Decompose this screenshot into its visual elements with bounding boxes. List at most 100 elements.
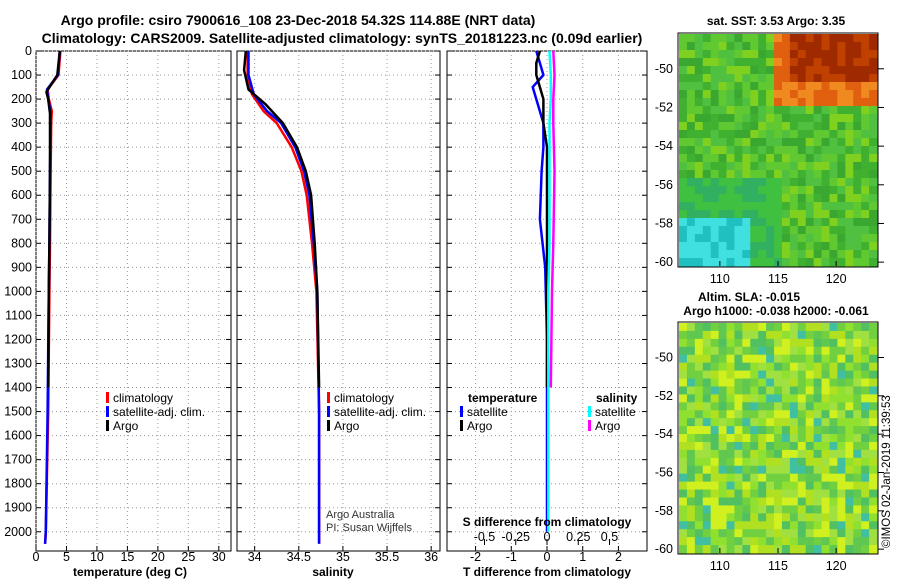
map-cell: [686, 114, 696, 123]
map-cell: [750, 370, 759, 380]
map-cell: [829, 449, 838, 459]
map-cell: [869, 90, 878, 99]
map-cell: [679, 481, 688, 491]
map-cell: [789, 250, 799, 259]
difference-xlabel: T difference from climatology: [463, 565, 631, 579]
map-cell: [734, 402, 743, 411]
x-tick-label: 35.5: [375, 550, 399, 564]
map-cell: [869, 370, 878, 380]
map-y-tick-label: -58: [655, 504, 673, 518]
map-cell: [781, 98, 791, 107]
map-cell: [837, 130, 846, 139]
map-cell: [758, 537, 767, 546]
map-cell: [726, 210, 736, 219]
map-cell: [758, 545, 767, 554]
map-cell: [742, 98, 751, 107]
map-cell: [813, 505, 823, 514]
map-cell: [734, 186, 743, 195]
x-tick-label: 34: [248, 550, 262, 564]
map-cell: [797, 441, 807, 451]
map-cell: [829, 545, 838, 554]
map-cell: [829, 250, 838, 259]
map-cell: [718, 98, 728, 107]
map-cell: [797, 194, 807, 203]
map-cell: [686, 106, 696, 115]
map-cell: [710, 441, 720, 451]
map-cell: [750, 202, 759, 211]
map-cell: [821, 194, 831, 203]
map-cell: [845, 465, 854, 475]
map-cell: [781, 122, 791, 131]
map-cell: [821, 98, 831, 107]
map-cell: [789, 545, 799, 554]
map-cell: [742, 122, 751, 131]
map-cell: [679, 386, 688, 395]
map-cell: [789, 386, 799, 395]
map-cell: [861, 218, 870, 227]
map-cell: [710, 218, 720, 227]
map-cell: [845, 426, 854, 435]
map-cell: [758, 449, 767, 459]
map-cell: [829, 441, 838, 451]
map-cell: [734, 218, 743, 227]
map-cell: [821, 74, 831, 83]
map-cell: [861, 497, 870, 507]
map-cell: [861, 50, 870, 59]
map-cell: [821, 330, 831, 340]
map-cell: [742, 250, 751, 259]
map-cell: [766, 394, 775, 403]
map-cell: [686, 378, 696, 388]
map-cell: [686, 410, 696, 419]
map-cell: [813, 114, 823, 123]
map-cell: [829, 146, 838, 155]
map-cell: [774, 122, 783, 131]
map-cell: [694, 34, 704, 43]
map-cell: [694, 521, 704, 530]
map-y-tick-label: -54: [655, 427, 673, 441]
map-cell: [837, 434, 846, 443]
map-cell: [726, 186, 736, 195]
map-cell: [758, 218, 767, 227]
map-cell: [758, 138, 767, 147]
map-cell: [758, 441, 767, 451]
map-cell: [797, 513, 807, 522]
map-cell: [845, 250, 854, 259]
map-cell: [710, 457, 720, 467]
map-cell: [734, 130, 743, 139]
map-cell: [805, 521, 815, 530]
map-cell: [813, 394, 823, 403]
map-cell: [742, 258, 751, 267]
map-cell: [686, 42, 696, 51]
map-cell: [766, 545, 775, 554]
map-cell: [726, 146, 736, 155]
map-cell: [805, 106, 815, 115]
map-cell: [686, 330, 696, 340]
map-cell: [750, 449, 759, 459]
map-cell: [726, 418, 736, 427]
map-cell: [853, 457, 862, 467]
map-cell: [702, 545, 712, 554]
map-cell: [869, 537, 878, 546]
map-cell: [718, 242, 728, 251]
map-cell: [694, 106, 704, 115]
map-cell: [821, 529, 831, 538]
map-cell: [781, 323, 791, 332]
map-cell: [710, 106, 720, 115]
map-cell: [686, 489, 696, 499]
map-cell: [813, 138, 823, 147]
map-cell: [750, 66, 759, 75]
map-cell: [758, 82, 767, 91]
map-cell: [726, 338, 736, 348]
map-cell: [686, 434, 696, 443]
map-cell: [694, 186, 704, 195]
map-cell: [742, 529, 751, 538]
map-cell: [821, 202, 831, 211]
map-cell: [837, 146, 846, 155]
map-cell: [710, 330, 720, 340]
map-cell: [805, 545, 815, 554]
map-cell: [829, 489, 838, 499]
map-cell: [694, 154, 704, 163]
map-cell: [710, 378, 720, 388]
map-cell: [742, 42, 751, 51]
map-cell: [718, 154, 728, 163]
